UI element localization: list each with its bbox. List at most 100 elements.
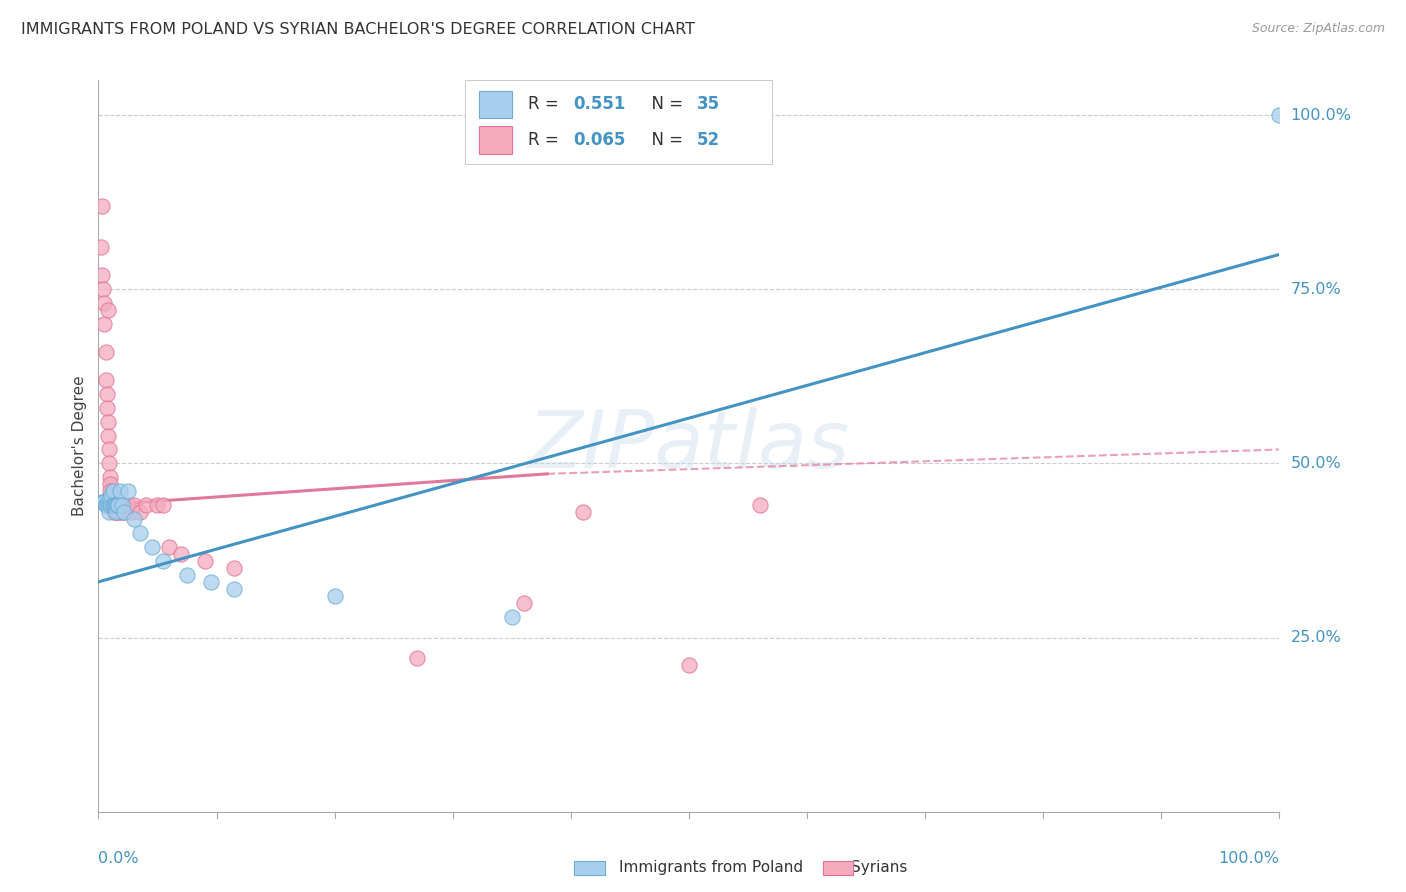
- Point: [117, 498, 139, 512]
- Point: [98, 498, 121, 512]
- Text: 50.0%: 50.0%: [1291, 456, 1341, 471]
- Point: [105, 505, 128, 519]
- Point: [98, 442, 121, 457]
- Point: [121, 505, 143, 519]
- Point: [101, 484, 124, 499]
- Point: [90, 240, 112, 254]
- Point: [678, 658, 700, 673]
- Point: [122, 512, 145, 526]
- Point: [94, 373, 117, 387]
- Point: [98, 484, 121, 499]
- Point: [141, 540, 163, 554]
- Point: [152, 498, 174, 512]
- Point: [501, 609, 523, 624]
- Point: [98, 498, 121, 512]
- Point: [97, 428, 120, 442]
- Point: [101, 484, 124, 499]
- Point: [91, 268, 114, 283]
- FancyBboxPatch shape: [464, 80, 772, 164]
- Text: N =: N =: [641, 95, 688, 113]
- Point: [105, 505, 128, 519]
- Point: [98, 491, 121, 506]
- Text: Syrians: Syrians: [851, 860, 907, 874]
- Point: [100, 491, 122, 506]
- Point: [98, 457, 121, 471]
- Text: 0.0%: 0.0%: [98, 851, 139, 865]
- Point: [170, 547, 193, 561]
- Point: [157, 540, 180, 554]
- Point: [108, 484, 131, 499]
- Text: 0.065: 0.065: [574, 131, 626, 149]
- Point: [112, 505, 135, 519]
- Point: [323, 589, 346, 603]
- Point: [194, 554, 217, 568]
- Point: [105, 498, 128, 512]
- Point: [105, 498, 128, 512]
- Text: Source: ZipAtlas.com: Source: ZipAtlas.com: [1251, 22, 1385, 36]
- Point: [406, 651, 429, 665]
- Text: N =: N =: [641, 131, 688, 149]
- Point: [104, 498, 127, 512]
- Point: [93, 296, 115, 310]
- Point: [104, 498, 127, 512]
- Point: [100, 498, 122, 512]
- Point: [748, 498, 770, 512]
- FancyBboxPatch shape: [478, 90, 512, 119]
- Point: [94, 498, 117, 512]
- Point: [98, 505, 121, 519]
- Point: [176, 567, 198, 582]
- Point: [96, 401, 118, 415]
- Point: [105, 498, 128, 512]
- Point: [111, 498, 134, 512]
- Point: [107, 498, 129, 512]
- Point: [94, 345, 117, 359]
- Point: [122, 498, 145, 512]
- Point: [224, 582, 246, 596]
- Point: [100, 498, 122, 512]
- Point: [96, 498, 118, 512]
- Point: [1268, 108, 1291, 122]
- Point: [103, 498, 125, 512]
- Point: [98, 477, 121, 491]
- Y-axis label: Bachelor's Degree: Bachelor's Degree: [72, 376, 87, 516]
- Point: [111, 498, 134, 512]
- Text: ZIPatlas: ZIPatlas: [527, 407, 851, 485]
- Point: [105, 505, 128, 519]
- Point: [571, 505, 593, 519]
- Text: IMMIGRANTS FROM POLAND VS SYRIAN BACHELOR'S DEGREE CORRELATION CHART: IMMIGRANTS FROM POLAND VS SYRIAN BACHELO…: [21, 22, 695, 37]
- Text: 25.0%: 25.0%: [1291, 630, 1341, 645]
- Point: [108, 505, 131, 519]
- Point: [512, 596, 534, 610]
- Point: [105, 498, 128, 512]
- Point: [103, 505, 125, 519]
- Point: [117, 484, 139, 499]
- Point: [94, 498, 117, 512]
- Point: [91, 282, 114, 296]
- Point: [97, 303, 120, 318]
- Text: R =: R =: [529, 131, 564, 149]
- Point: [93, 317, 115, 331]
- Point: [107, 498, 129, 512]
- Text: 52: 52: [697, 131, 720, 149]
- Point: [200, 574, 222, 589]
- Text: 75.0%: 75.0%: [1291, 282, 1341, 297]
- Point: [112, 505, 135, 519]
- Point: [146, 498, 169, 512]
- FancyBboxPatch shape: [478, 127, 512, 154]
- Point: [128, 505, 150, 519]
- Point: [101, 498, 124, 512]
- Point: [152, 554, 174, 568]
- Text: 100.0%: 100.0%: [1219, 851, 1279, 865]
- Point: [224, 561, 246, 575]
- Point: [104, 505, 127, 519]
- Point: [128, 526, 150, 541]
- Point: [91, 199, 114, 213]
- Point: [98, 470, 121, 484]
- Point: [135, 498, 157, 512]
- FancyBboxPatch shape: [574, 861, 605, 875]
- Point: [91, 494, 114, 508]
- Point: [91, 494, 114, 508]
- Point: [97, 415, 120, 429]
- Text: 0.551: 0.551: [574, 95, 626, 113]
- Text: Immigrants from Poland: Immigrants from Poland: [619, 860, 803, 874]
